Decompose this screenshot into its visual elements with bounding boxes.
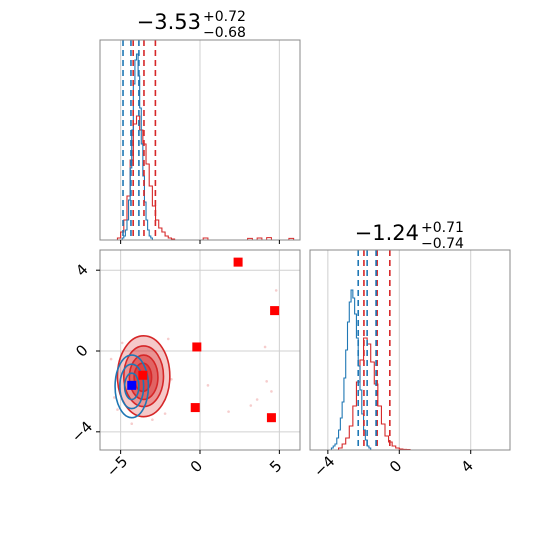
blue-contour [123, 372, 140, 401]
scatter-point [255, 398, 259, 401]
histogram-red [116, 115, 176, 240]
x-tick-label: 0 [386, 457, 405, 476]
red-square-marker [192, 342, 202, 352]
scatter-point [249, 404, 253, 407]
scatter-point [116, 408, 119, 411]
scatter-point [163, 412, 167, 415]
scatter-point [263, 345, 267, 349]
scatter-point [120, 341, 124, 345]
blue-contours [114, 354, 150, 419]
x-tick-marks [120, 240, 280, 244]
blue-contour [119, 363, 145, 410]
scatter-point [265, 380, 268, 383]
gridlines [120, 40, 280, 240]
scatter-point [227, 410, 230, 413]
x-tick-label: −4 [310, 452, 338, 480]
joint-contents [109, 257, 280, 426]
title-upper-error: +0.72 [203, 9, 246, 25]
title-p1: −3.53 +0.72 −0.68 [137, 9, 246, 41]
scatter-point [274, 289, 278, 292]
marginal-panel-p2: −4 0 4 [309, 249, 511, 481]
histogram-red-tail [288, 237, 295, 240]
x-tick-label: 5 [266, 457, 285, 476]
x-tick-labels: −4 0 4 [310, 452, 477, 480]
scatter-point [151, 418, 154, 421]
scatter-point [270, 390, 273, 393]
blue-square-marker [127, 380, 137, 390]
y-tick-labels: −4 0 4 [68, 260, 96, 446]
histograms [116, 53, 295, 240]
title-p2: −1.24 +0.71 −0.74 [355, 220, 464, 252]
x-tick-label: −5 [103, 452, 131, 480]
histogram-red [338, 337, 411, 451]
title-lower-error: −0.68 [203, 25, 246, 41]
x-tick-label: 0 [187, 457, 206, 476]
tick-marks [96, 269, 280, 454]
scatter-point [130, 422, 134, 426]
axes-frame [309, 249, 511, 451]
quantile-lines [122, 40, 157, 240]
y-tick-label: 0 [72, 341, 91, 360]
title-median: −3.53 [137, 10, 201, 34]
x-tick-labels: −5 0 5 [103, 452, 286, 480]
histograms [330, 289, 411, 451]
x-tick-label: 4 [457, 457, 476, 476]
title-upper-error: +0.71 [421, 220, 464, 236]
scatter-points [109, 289, 278, 426]
histogram-red-tail [266, 237, 272, 240]
title-lower-error: −0.74 [421, 236, 464, 252]
red-square-marker [266, 413, 276, 423]
title-median: −1.24 [355, 221, 419, 245]
y-tick-label: 4 [72, 260, 91, 279]
scatter-point [206, 384, 210, 387]
y-tick-label: −4 [68, 418, 96, 446]
gridlines [327, 250, 472, 450]
quantile-lines [357, 250, 391, 450]
scatter-point [166, 337, 170, 341]
red-square-marker [138, 370, 148, 380]
histogram-red-tail [202, 237, 209, 240]
red-square-marker [233, 257, 243, 267]
histogram-red-tail [247, 237, 253, 240]
scatter-point [109, 357, 113, 361]
marginal-panel-p1 [99, 39, 301, 244]
scatter-point [170, 377, 173, 381]
joint-panel-p1-p2: −5 0 5 −4 0 4 [68, 249, 301, 481]
histogram-red-tail [256, 237, 263, 240]
x-tick-marks [327, 450, 472, 454]
red-square-marker [270, 306, 280, 316]
red-square-marker [190, 403, 200, 413]
scatter-point [112, 396, 116, 399]
blue-contour [114, 354, 150, 419]
markers [127, 257, 280, 423]
histogram-blue [121, 53, 153, 240]
